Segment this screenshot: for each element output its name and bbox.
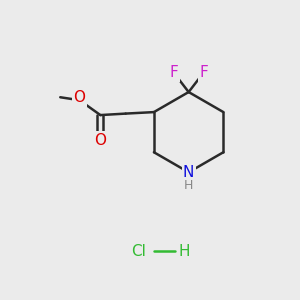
Text: H: H <box>184 179 193 192</box>
Text: N: N <box>183 165 194 180</box>
Text: O: O <box>74 90 86 105</box>
Text: F: F <box>169 65 178 80</box>
Text: F: F <box>199 65 208 80</box>
Text: O: O <box>94 133 106 148</box>
Text: H: H <box>178 244 190 259</box>
Text: Cl: Cl <box>131 244 146 259</box>
